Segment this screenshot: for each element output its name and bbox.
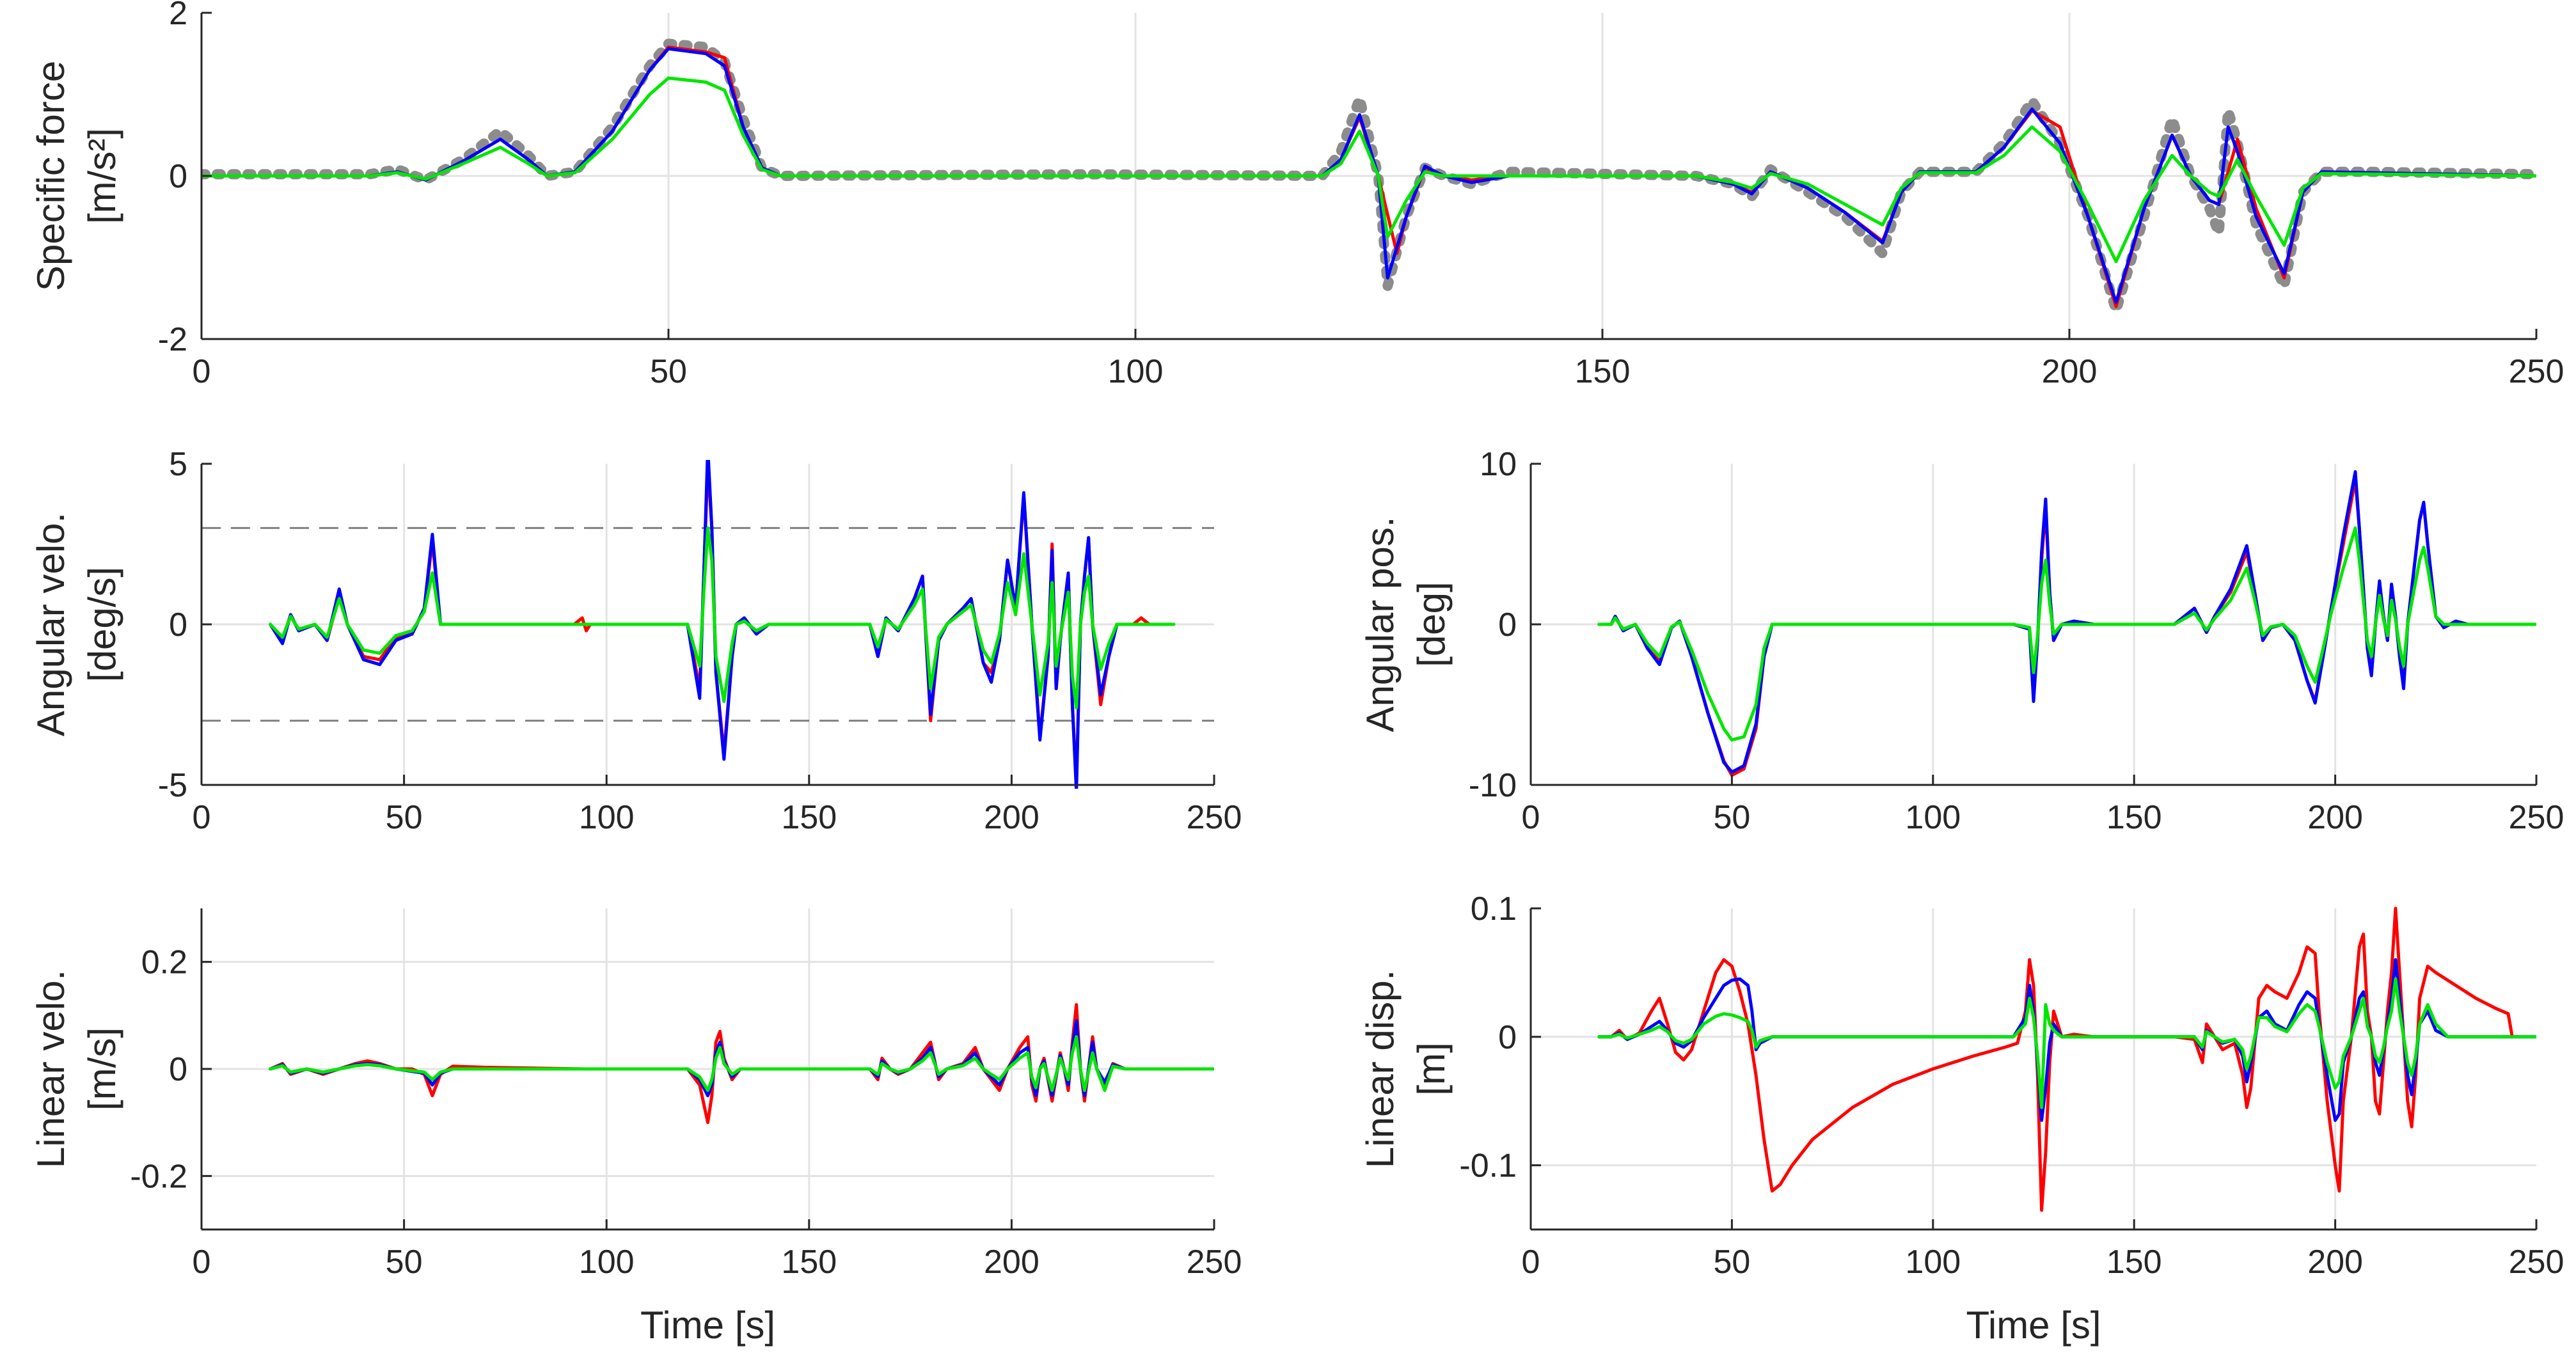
- y-axis-label: [m/s]: [81, 1027, 123, 1111]
- x-tick-label: 250: [2509, 1244, 2564, 1281]
- x-tick-label: 100: [1905, 1244, 1961, 1281]
- x-tick-label: 100: [1108, 353, 1164, 390]
- series-line-series-blue: [269, 460, 1176, 789]
- x-tick-label: 100: [579, 1244, 635, 1281]
- linear-velocity-chart: 0 50 100 150 200 250 -0.2 0 0.2 Linear velo. [m/s]…: [29, 908, 1242, 1347]
- x-tick-label: 150: [2106, 799, 2162, 836]
- y-tick-label: 2: [169, 0, 187, 32]
- y-tick-label: 5: [169, 446, 187, 483]
- x-tick-label: 50: [650, 353, 687, 390]
- y-axis-label: Linear disp.: [1359, 970, 1402, 1168]
- x-tick-label: 100: [579, 799, 635, 836]
- series-line-series-green: [269, 526, 1176, 709]
- x-tick-label: 0: [193, 1244, 211, 1281]
- y-axis-label: Specific force: [29, 61, 72, 291]
- x-tick-label: 50: [386, 799, 423, 836]
- x-tick-label: 250: [2509, 353, 2564, 390]
- x-tick-label: 50: [386, 1244, 423, 1281]
- y-axis-label: [m/s²]: [81, 128, 123, 224]
- y-tick-label: 0.1: [1471, 890, 1517, 928]
- series-line-series-green: [201, 76, 2536, 264]
- x-tick-label: 50: [1713, 799, 1750, 836]
- y-tick-label: 0.2: [141, 944, 187, 981]
- x-tick-label: 250: [1187, 1244, 1242, 1281]
- series-line-series-red: [269, 1003, 1214, 1125]
- y-tick-label: -10: [1469, 767, 1517, 804]
- x-tick-label: 150: [781, 1244, 837, 1281]
- x-tick-label: 200: [984, 799, 1039, 836]
- y-tick-label: 0: [169, 158, 187, 195]
- x-tick-label: 0: [1522, 1244, 1540, 1281]
- x-tick-label: 150: [1575, 353, 1631, 390]
- series-line-series-green: [269, 1035, 1214, 1092]
- series-line-series-green: [1597, 977, 2536, 1109]
- y-tick-label: 10: [1480, 446, 1517, 483]
- linear-displacement-chart: 0 50 100 150 200 250 -0.1 0 0.1 Linear disp. [m] Ti…: [1359, 890, 2564, 1347]
- y-axis-label: [m]: [1410, 1042, 1453, 1095]
- y-axis-label: [deg]: [1410, 581, 1453, 667]
- x-tick-label: 200: [2042, 353, 2098, 390]
- series-line-reference: [201, 38, 2536, 316]
- x-tick-label: 250: [1187, 799, 1242, 836]
- x-tick-label: 150: [2106, 1244, 2162, 1281]
- series-line-series-green: [1597, 526, 2536, 742]
- y-axis-label: Angular velo.: [29, 512, 72, 736]
- x-tick-label: 50: [1713, 1244, 1750, 1281]
- y-tick-label: 0: [1498, 1019, 1517, 1056]
- x-tick-label: 250: [2509, 799, 2564, 836]
- y-tick-label: -0.1: [1459, 1148, 1517, 1185]
- x-axis-label: Time [s]: [640, 1304, 775, 1347]
- y-tick-label: -5: [158, 767, 187, 804]
- x-tick-label: 100: [1905, 799, 1961, 836]
- x-tick-label: 200: [2307, 799, 2363, 836]
- x-axis-label: Time [s]: [1966, 1304, 2101, 1347]
- y-axis-label: Linear velo.: [29, 970, 72, 1168]
- y-tick-label: -2: [158, 321, 187, 358]
- y-tick-label: 0: [169, 606, 187, 644]
- y-tick-label: 0: [1498, 606, 1517, 644]
- x-tick-label: 0: [193, 353, 211, 390]
- x-tick-label: 200: [2307, 1244, 2363, 1281]
- x-tick-label: 0: [1522, 799, 1540, 836]
- x-tick-label: 150: [781, 799, 837, 836]
- y-tick-label: -0.2: [130, 1158, 187, 1195]
- y-tick-label: 0: [169, 1051, 187, 1088]
- x-tick-label: 200: [984, 1244, 1039, 1281]
- x-tick-label: 0: [193, 799, 211, 836]
- y-axis-label: [deg/s]: [81, 567, 123, 682]
- y-axis-label: Angular pos.: [1359, 517, 1402, 732]
